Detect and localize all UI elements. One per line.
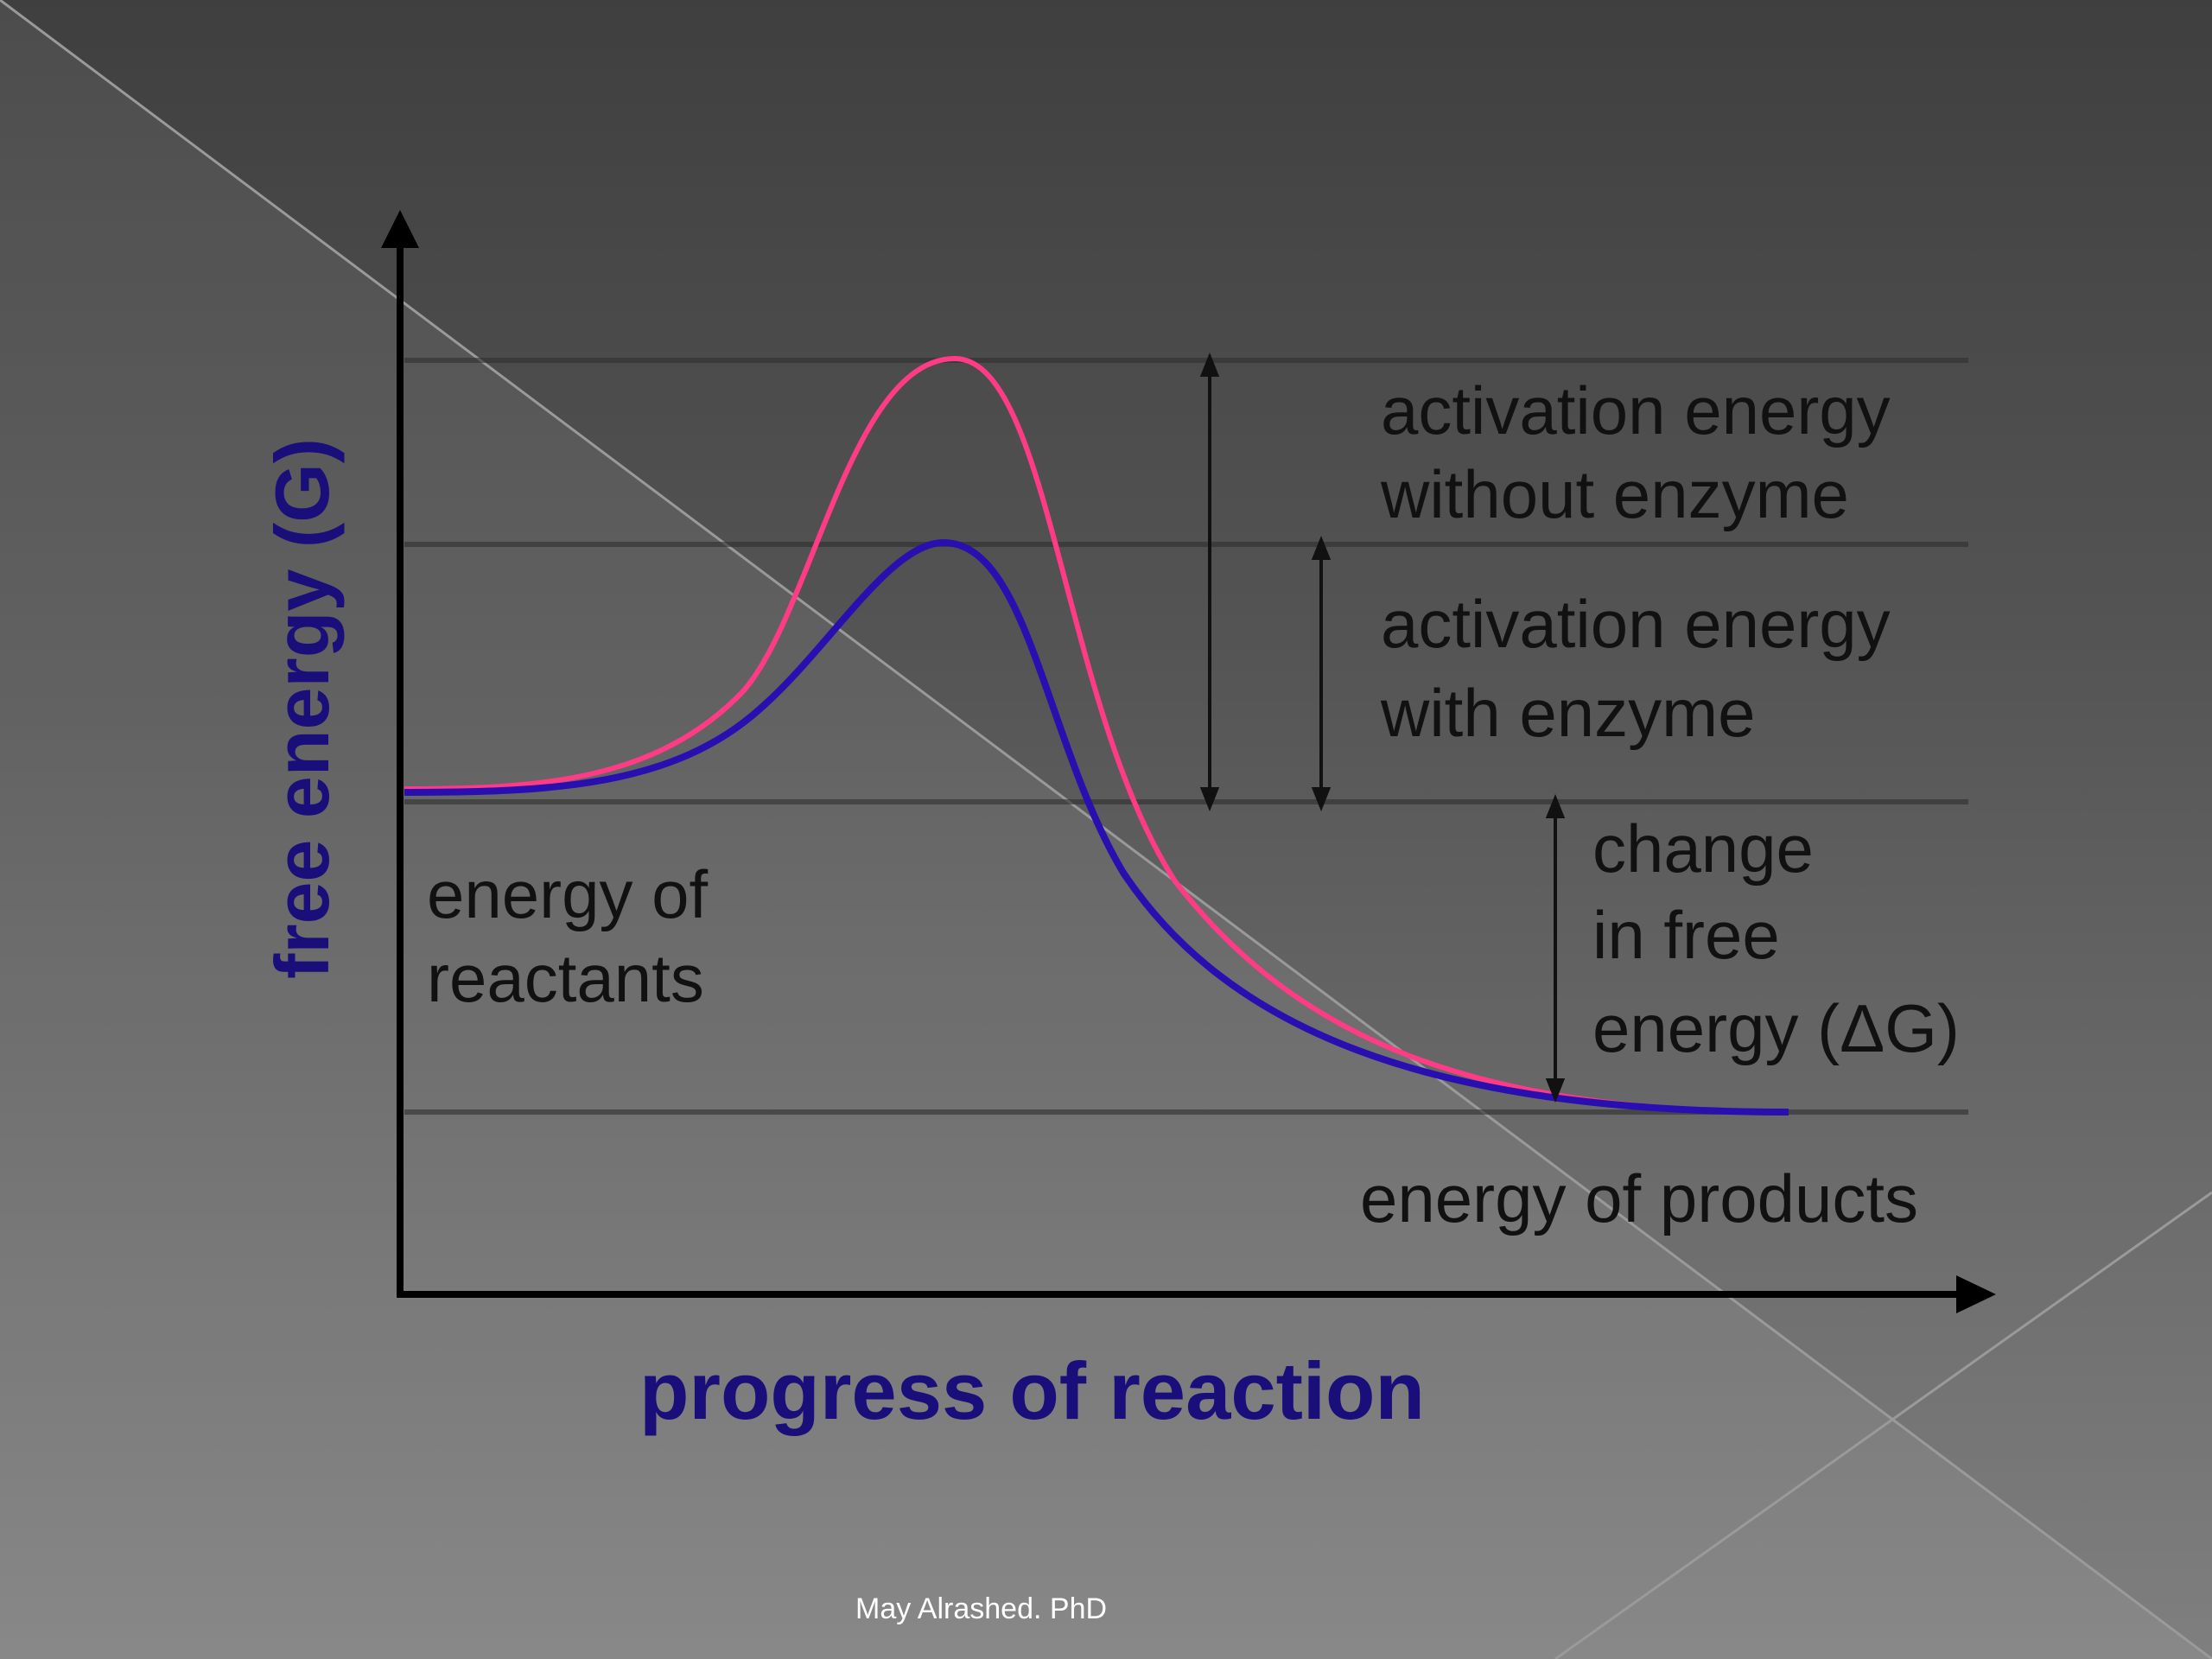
y-axis-arrowhead xyxy=(381,210,419,248)
curve-without-enzyme xyxy=(404,355,1789,1115)
label-activation-without-line1: activation energy xyxy=(1381,372,1891,448)
label-delta-g-line3: energy (ΔG) xyxy=(1592,990,1960,1066)
footer-author: May Alrashed. PhD xyxy=(855,1592,1108,1625)
label-activation-with-line1: activation energy xyxy=(1381,586,1891,662)
label-products: energy of products xyxy=(1360,1160,1919,1236)
x-axis-label: progress of reaction xyxy=(639,1345,1425,1436)
label-delta-g-line2: in free xyxy=(1592,897,1780,973)
label-reactants-line1: energy of xyxy=(427,856,709,932)
label-activation-without-line2: without enzyme xyxy=(1381,456,1849,532)
y-axis-label: free energy (G) xyxy=(259,438,345,979)
background-diagonal-corner xyxy=(1554,1191,2212,1659)
label-activation-with-line2: with enzyme xyxy=(1381,675,1756,751)
x-axis-arrowhead xyxy=(1956,1275,1996,1313)
label-delta-g-line1: change xyxy=(1592,810,1814,887)
label-reactants-line2: reactants xyxy=(427,940,704,1016)
curve-with-enzyme xyxy=(404,538,1789,1116)
